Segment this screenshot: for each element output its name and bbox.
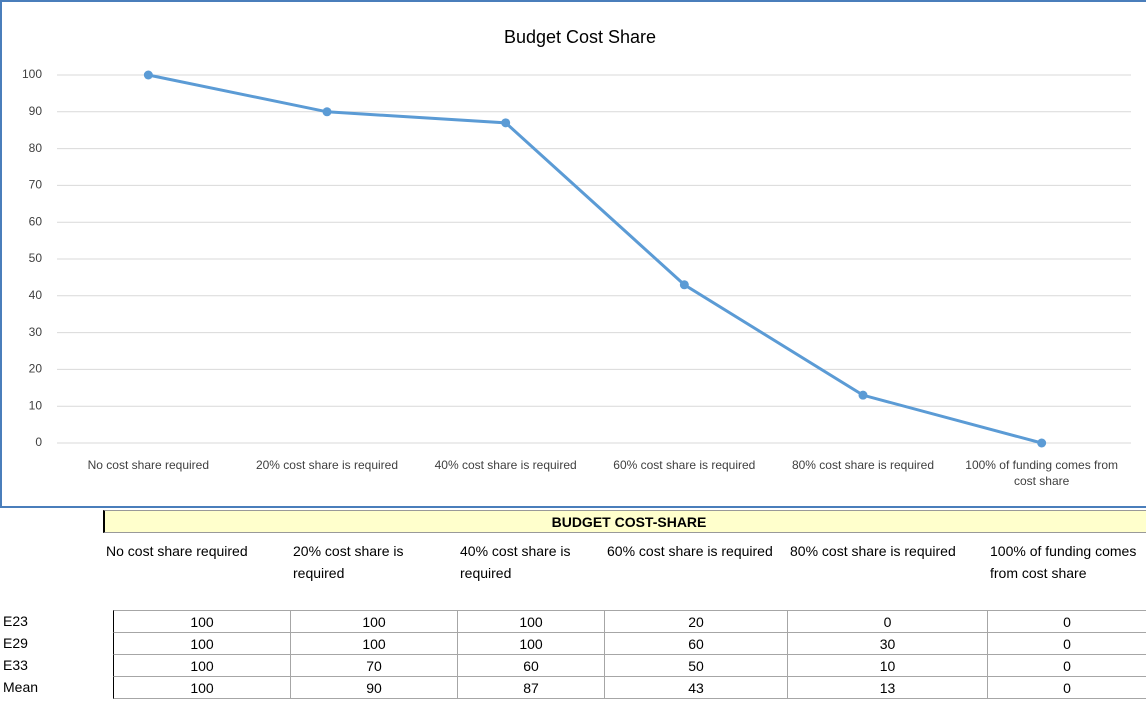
table-cell: 0 <box>987 610 1146 633</box>
x-tick-label: 40% cost share is required <box>434 458 577 472</box>
x-tick-label: No cost share required <box>87 458 210 472</box>
table-cell: 100 <box>457 632 605 655</box>
y-tick-label: 10 <box>29 398 43 412</box>
table-cell: 10 <box>787 654 988 677</box>
table-cell: 0 <box>987 654 1146 677</box>
table-cell: 0 <box>787 610 988 633</box>
column-header: 80% cost share is required <box>790 543 956 559</box>
row-label: Mean <box>3 679 39 695</box>
y-tick-label: 50 <box>29 251 43 265</box>
point <box>501 118 511 128</box>
y-tick-label: 90 <box>29 104 43 118</box>
table-title: BUDGET COST-SHARE <box>103 510 1146 533</box>
table-cell: 70 <box>290 654 458 677</box>
point <box>143 70 153 80</box>
chart-frame <box>0 0 1146 508</box>
column-header: No cost share required <box>106 543 248 559</box>
y-tick-label: 20 <box>29 362 43 376</box>
column-header: 40% cost share is required <box>460 543 571 581</box>
chart-title: Budget Cost Share <box>504 27 656 47</box>
table-cell: 50 <box>604 654 788 677</box>
row-label: E33 <box>3 657 28 673</box>
point <box>858 390 868 400</box>
y-tick-label: 100 <box>22 67 42 81</box>
y-tick-label: 40 <box>29 288 43 302</box>
table-cell: 60 <box>604 632 788 655</box>
column-header: 60% cost share is required <box>607 543 773 559</box>
y-tick-label: 60 <box>29 214 43 228</box>
table-cell: 20 <box>604 610 788 633</box>
x-tick-label: 20% cost share is required <box>255 458 399 472</box>
y-tick-label: 0 <box>35 435 42 449</box>
row-label: E23 <box>3 613 28 629</box>
table-cell: 60 <box>457 654 605 677</box>
column-header: 100% of funding comes from cost share <box>990 543 1137 581</box>
table-cell: 100 <box>457 610 605 633</box>
table-cell: 100 <box>113 632 291 655</box>
table-cell: 100 <box>113 676 291 699</box>
row-label: E29 <box>3 635 28 651</box>
table-cell: 100 <box>113 654 291 677</box>
point <box>322 107 332 117</box>
point <box>679 280 689 290</box>
x-tick-label: 100% of funding comes from cost share <box>965 458 1119 488</box>
table-cell: 30 <box>787 632 988 655</box>
table-cell: 100 <box>113 610 291 633</box>
y-tick-label: 30 <box>29 325 43 339</box>
table-cell: 43 <box>604 676 788 699</box>
table-cell: 0 <box>987 676 1146 699</box>
table-cell: 90 <box>290 676 458 699</box>
table-cell: 100 <box>290 610 458 633</box>
table-cell: 100 <box>290 632 458 655</box>
y-tick-label: 80 <box>29 141 43 155</box>
x-tick-label: 60% cost share is required <box>613 458 756 472</box>
table-cell: 0 <box>987 632 1146 655</box>
y-tick-label: 70 <box>29 178 43 192</box>
point <box>1037 438 1047 448</box>
x-tick-label: 80% cost share is required <box>791 458 935 472</box>
table-cell: 13 <box>787 676 988 699</box>
line <box>148 73 1043 445</box>
column-header: 20% cost share is required <box>293 543 404 581</box>
table-cell: 87 <box>457 676 605 699</box>
